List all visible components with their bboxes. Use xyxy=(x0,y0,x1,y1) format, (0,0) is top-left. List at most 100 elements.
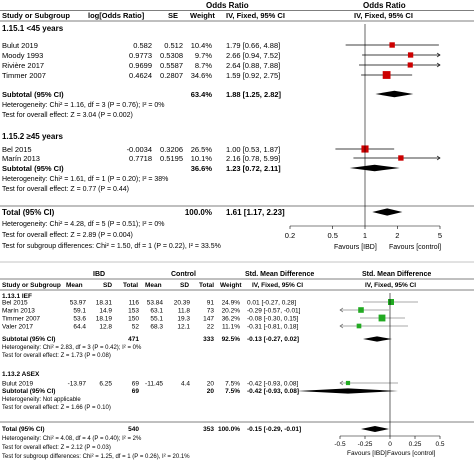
panel-b-group-header-left: Std. Mean Difference xyxy=(245,271,314,278)
study-name: Moody 1993 xyxy=(2,51,43,60)
ibd-mean: 59.1 xyxy=(73,308,86,315)
control-mean: 68.3 xyxy=(150,324,163,331)
x-tick-label: 0.5 xyxy=(435,441,444,448)
control-total: 147 xyxy=(203,316,214,323)
study-name: Rivière 2017 xyxy=(2,61,44,70)
panel-a-header-logor: log[Odds Ratio] xyxy=(88,11,145,20)
panel-b-subgroup-2-title: 1.13.2 ASEX xyxy=(2,371,40,378)
panel-b-subgroup-2-subtotal-total-1: 69 xyxy=(132,388,140,395)
x-tick-label: 5 xyxy=(438,231,442,240)
panel-a-total-label: Total (95% CI) xyxy=(2,208,55,217)
ibd-sd: 12.8 xyxy=(99,324,112,331)
panel-b-header-total-1: Total xyxy=(123,282,138,289)
panel-a-header-study: Study or Subgroup xyxy=(2,11,70,20)
x-tick-label: -0.25 xyxy=(358,441,373,448)
overall-diamond xyxy=(361,426,389,432)
study-weight: 20.2% xyxy=(222,308,241,315)
ibd-sd: 18.31 xyxy=(96,300,113,307)
study-weight: 34.6% xyxy=(191,71,213,80)
subtotal-diamond xyxy=(297,388,398,394)
log-odds-ratio: 0.9699 xyxy=(129,61,152,70)
control-mean: 55.1 xyxy=(150,316,163,323)
ibd-total: 69 xyxy=(132,381,140,388)
standard-error: 0.5195 xyxy=(160,154,183,163)
study-name: Bulut 2019 xyxy=(2,41,38,50)
panel-b-total-weight: 100.0% xyxy=(218,426,240,433)
panel-b-header-ibd: IBD xyxy=(93,271,105,278)
point-estimate-marker xyxy=(382,71,391,79)
panel-b-total-ci: -0.15 [-0.29, -0.01] xyxy=(247,426,301,433)
panel-b-subgroup-1-subtotal-weight: 92.5% xyxy=(222,336,241,343)
panel-b-subgroup-2-subtotal-ci: -0.42 [-0.93, 0.08] xyxy=(247,388,299,395)
study-name: Marín 2013 xyxy=(2,308,35,315)
x-tick-label: 0 xyxy=(388,441,392,448)
standard-error: 0.5308 xyxy=(160,51,183,60)
panel-b-subgroup-1-subtotal-label: Subtotal (95% CI) xyxy=(2,336,55,343)
study-ci: -0.31 [-0.81, 0.18] xyxy=(247,324,299,331)
study-ci: 0.01 [-0.27, 0.28] xyxy=(247,300,296,307)
panel-b-header-mean-2: Mean xyxy=(145,282,162,289)
study-ci: 1.00 [0.53, 1.87] xyxy=(226,145,280,154)
point-estimate-marker xyxy=(407,52,414,58)
ibd-sd: 14.9 xyxy=(99,308,112,315)
panel-a-group-header-left: Odds Ratio xyxy=(206,1,249,10)
study-weight: 10.4% xyxy=(191,41,213,50)
x-tick-label: -0.5 xyxy=(334,441,346,448)
panel-a-subgroup-1-heterogeneity: Heterogeneity: Chi² = 1.16, df = 3 (P = … xyxy=(2,102,165,109)
study-name: Timmer 2007 xyxy=(2,71,46,80)
point-estimate-marker xyxy=(389,42,395,48)
panel-b-header-ci-left: IV, Fixed, 95% CI xyxy=(252,282,303,289)
ci-arrow xyxy=(339,307,344,313)
panel-b-subgroup-1-overall-effect: Test for overall effect: Z = 1.73 (P = 0… xyxy=(2,353,111,359)
ci-arrow xyxy=(339,380,344,386)
study-name: Bulut 2019 xyxy=(2,381,33,388)
study-name: Timmer 2007 xyxy=(2,316,40,323)
x-tick-label: 0.5 xyxy=(327,231,337,240)
control-sd: 12.1 xyxy=(177,324,190,331)
study-ci: 1.79 [0.66, 4.88] xyxy=(226,41,280,50)
panel-a-subgroup-1-rows: Bulut 2019 0.582 0.512 10.4% 1.79 [0.66, 4.8… xyxy=(2,41,280,80)
study-name: Bel 2015 xyxy=(2,145,32,154)
ibd-total: 52 xyxy=(132,324,140,331)
panel-b-subgroup-1-heterogeneity: Heterogeneity: Chi² = 2.83, df = 3 (P = … xyxy=(2,345,142,351)
panel-b-subgroup-1-subtotal-ci: -0.13 [-0.27, 0.02] xyxy=(247,336,299,343)
panel-a-subgroup-1-title: 1.15.1 <45 years xyxy=(2,24,64,33)
ibd-mean: 53.97 xyxy=(70,300,87,307)
panel-b-subgroup-2-subtotal-weight: 7.5% xyxy=(225,388,240,395)
panel-a-subgroup-2-overall-effect: Test for overall effect: Z = 0.77 (P = 0… xyxy=(2,186,129,193)
panel-a-subgroup-1-overall-effect: Test for overall effect: Z = 3.04 (P = 0… xyxy=(2,112,133,119)
panel-b-subgroup-1-rows: Bel 2015 53.97 18.31 116 53.84 20.39 91 24.9% 0.… xyxy=(2,300,301,331)
panel-b-header-weight: Weight xyxy=(220,282,242,289)
study-weight: 36.2% xyxy=(222,316,241,323)
panel-b-header-mean-1: Mean xyxy=(66,282,83,289)
panel-a-total-overall-effect: Test for overall effect: Z = 2.89 (P = 0… xyxy=(2,232,133,239)
study-weight: 8.7% xyxy=(195,61,212,70)
panel-a-total-subgroup-diff: Test for subgroup differences: Chi² = 1.… xyxy=(2,243,221,250)
panel-a-favours-right: Favours [control] xyxy=(389,244,441,251)
panel-b-header-control: Control xyxy=(171,271,196,278)
panel-a-total-heterogeneity: Heterogeneity: Chi² = 4.28, df = 5 (P = … xyxy=(2,221,165,228)
panel-b-subgroup-2-rows: Bulut 2019 -13.97 6.25 69 -11.45 4.4 20 7.5% -0.… xyxy=(2,381,299,388)
ibd-mean: 53.6 xyxy=(73,316,86,323)
study-name: Marín 2013 xyxy=(2,154,40,163)
control-total: 20 xyxy=(207,381,215,388)
study-weight: 10.1% xyxy=(191,154,213,163)
subtotal-diamond xyxy=(375,90,414,98)
panel-b-header-study: Study or Subgroup xyxy=(2,282,61,289)
study-ci: -0.08 [-0.30, 0.15] xyxy=(247,316,299,323)
ci-arrow xyxy=(339,323,344,329)
point-estimate-marker xyxy=(378,314,386,322)
study-name: Valer 2017 xyxy=(2,324,33,331)
panel-a-subgroup-2-title: 1.15.2 ≥45 years xyxy=(2,132,63,141)
overall-diamond xyxy=(372,208,403,216)
x-tick-label: 1 xyxy=(363,231,367,240)
control-total: 73 xyxy=(207,308,215,315)
panel-a-subgroup-2-heterogeneity: Heterogeneity: Chi² = 1.61, df = 1 (P = … xyxy=(2,176,168,183)
point-estimate-marker xyxy=(356,323,362,329)
standard-error: 0.3206 xyxy=(160,145,183,154)
standard-error: 0.2807 xyxy=(160,71,183,80)
panel-b-subgroup-2-subtotal-total-2: 20 xyxy=(207,388,215,395)
panel-b-subgroup-1-subtotal-total-2: 333 xyxy=(203,336,214,343)
point-estimate-marker xyxy=(388,299,394,305)
study-name: Bel 2015 xyxy=(2,300,28,307)
